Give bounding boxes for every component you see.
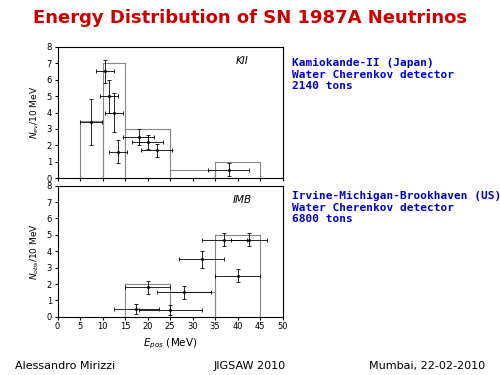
- Y-axis label: $N_{ev}$/10 MeV: $N_{ev}$/10 MeV: [28, 86, 41, 139]
- Text: IMB: IMB: [232, 195, 252, 205]
- Text: Alessandro Mirizzi: Alessandro Mirizzi: [15, 361, 115, 371]
- Text: Energy Distribution of SN 1987A Neutrinos: Energy Distribution of SN 1987A Neutrino…: [33, 9, 467, 27]
- Y-axis label: $N_{obs}$/10 MeV: $N_{obs}$/10 MeV: [28, 223, 41, 280]
- Text: Irvine-Michigan-Brookhaven (US)
Water Cherenkov detector
6800 tons: Irvine-Michigan-Brookhaven (US) Water Ch…: [292, 191, 500, 225]
- Text: JIGSAW 2010: JIGSAW 2010: [214, 361, 286, 371]
- Text: Kamiokande-II (Japan)
Water Cherenkov detector
2140 tons: Kamiokande-II (Japan) Water Cherenkov de…: [292, 58, 454, 92]
- X-axis label: $E_{pos}$ (MeV): $E_{pos}$ (MeV): [142, 337, 198, 351]
- Text: KII: KII: [236, 56, 248, 66]
- Text: Mumbai, 22-02-2010: Mumbai, 22-02-2010: [369, 361, 485, 371]
